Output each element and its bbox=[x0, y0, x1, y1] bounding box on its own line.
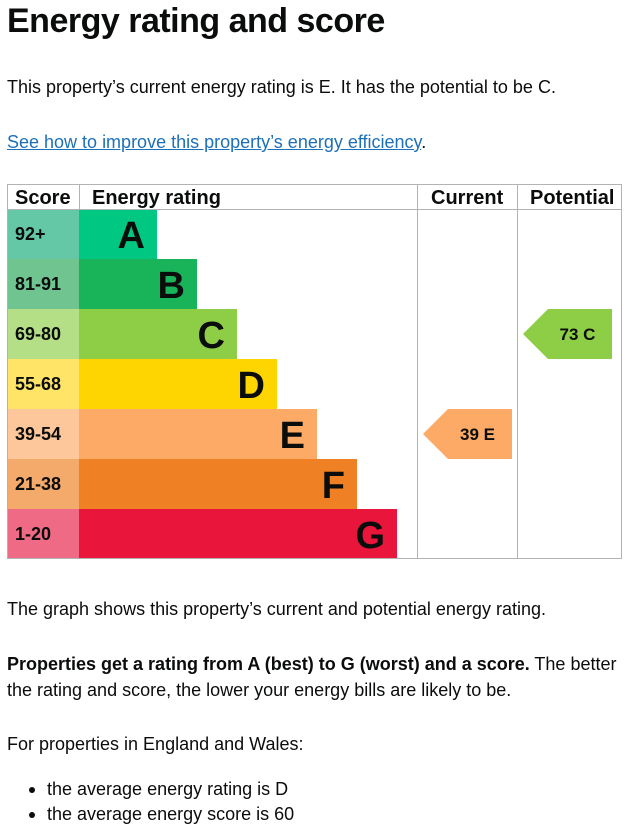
averages-list: the average energy rating is D the avera… bbox=[28, 777, 294, 827]
score-cell bbox=[7, 309, 79, 359]
rating-bar bbox=[79, 409, 317, 459]
link-suffix: . bbox=[421, 132, 427, 152]
rating-bar bbox=[79, 359, 277, 409]
improve-efficiency-link[interactable]: See how to improve this property’s energ… bbox=[7, 132, 422, 152]
rating-bar bbox=[79, 259, 197, 309]
score-cell bbox=[7, 459, 79, 509]
column-header-potential: Potential bbox=[530, 187, 614, 209]
score-label: 69-80 bbox=[15, 324, 61, 344]
rating-letter: D bbox=[238, 365, 265, 407]
rating-letter: B bbox=[158, 265, 185, 307]
score-label: 39-54 bbox=[15, 424, 61, 444]
rating-letter: G bbox=[355, 515, 385, 557]
potential-rating-label: 73 C bbox=[560, 325, 596, 344]
rating-explanation: Properties get a rating from A (best) to… bbox=[7, 651, 622, 703]
improve-link-line: See how to improve this property’s energ… bbox=[7, 129, 627, 155]
score-cell bbox=[7, 509, 79, 559]
rating-explanation-rest: The better the rating and score, the low… bbox=[7, 654, 617, 700]
score-label: 55-68 bbox=[15, 374, 61, 394]
chart-border bbox=[7, 184, 622, 559]
average-rating-item: the average energy rating is D bbox=[28, 777, 294, 802]
graph-caption: The graph shows this property’s current … bbox=[7, 599, 546, 619]
score-cell bbox=[7, 259, 79, 309]
page-title: Energy rating and score bbox=[7, 2, 385, 40]
rating-bar bbox=[79, 309, 237, 359]
potential-rating-arrow bbox=[523, 309, 612, 359]
rating-bar bbox=[79, 459, 357, 509]
column-header-current: Current bbox=[431, 187, 504, 209]
score-label: 81-91 bbox=[15, 274, 61, 294]
averages-heading: For properties in England and Wales: bbox=[7, 734, 304, 754]
score-cell bbox=[7, 209, 79, 259]
current-rating-arrow bbox=[423, 409, 512, 459]
rating-bar bbox=[79, 509, 397, 559]
rating-bar bbox=[79, 209, 157, 259]
column-header-rating: Energy rating bbox=[92, 187, 221, 209]
rating-letter: C bbox=[198, 315, 225, 357]
average-score-item: the average energy score is 60 bbox=[28, 802, 294, 827]
rating-letter: F bbox=[322, 465, 345, 507]
current-rating-summary: This property’s current energy rating is… bbox=[7, 77, 556, 97]
column-header-score: Score bbox=[15, 187, 71, 209]
score-label: 21-38 bbox=[15, 474, 61, 494]
score-label: 1-20 bbox=[15, 524, 51, 544]
current-rating-label: 39 E bbox=[460, 425, 495, 444]
score-label: 92+ bbox=[15, 224, 46, 244]
rating-letter: E bbox=[280, 415, 305, 457]
rating-explanation-bold: Properties get a rating from A (best) to… bbox=[7, 654, 530, 674]
score-cell bbox=[7, 409, 79, 459]
score-cell bbox=[7, 359, 79, 409]
rating-letter: A bbox=[118, 215, 145, 257]
